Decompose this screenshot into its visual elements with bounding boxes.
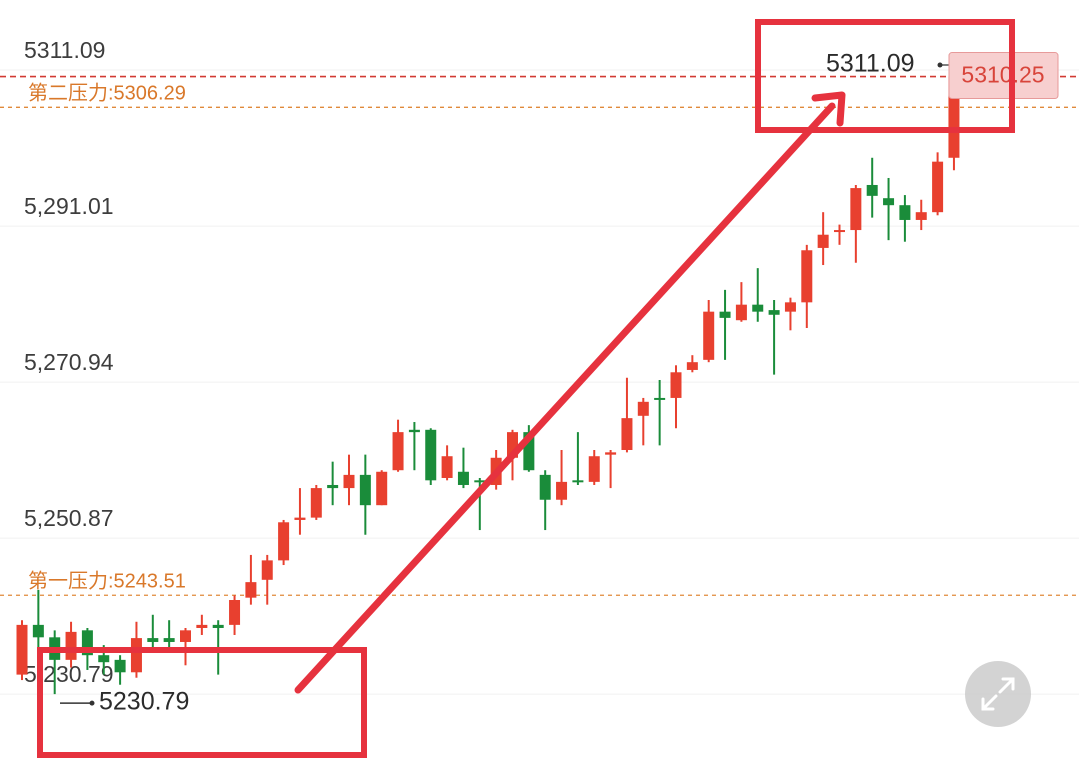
candle-body [654, 397, 666, 400]
candle-body [114, 659, 126, 673]
low-marker-label: 5230.79 [99, 688, 189, 716]
candle-body [670, 372, 682, 398]
candle-body [621, 418, 633, 451]
price-tag [948, 52, 1059, 100]
annotation-arrow [294, 102, 836, 694]
candle-body [327, 484, 339, 489]
candle-body [719, 311, 731, 318]
candle-body [523, 432, 535, 471]
candle-body [98, 655, 110, 663]
candle-body [474, 480, 486, 483]
candle-body [441, 456, 453, 478]
annotation-arrow-head [811, 91, 846, 127]
candle-body [310, 488, 322, 518]
candle-body [212, 624, 224, 628]
candle-body [196, 624, 208, 628]
candle-body [376, 471, 388, 506]
candle-body [866, 184, 878, 196]
candle-body [915, 212, 927, 220]
annotation-box [755, 19, 1015, 133]
candle-body [359, 474, 371, 506]
candle-body [637, 401, 649, 416]
candle-body [294, 517, 306, 520]
price-tag-label: 5310.25 [961, 62, 1044, 88]
low-marker-dot [89, 700, 95, 706]
annotation-box [37, 647, 367, 758]
candle-body [556, 481, 568, 500]
candle-body [899, 205, 911, 220]
candle-body [425, 429, 437, 481]
candle-body [784, 302, 796, 312]
candle-body [883, 198, 895, 206]
candle-body [752, 304, 764, 312]
candle-body [180, 630, 191, 642]
candle-body [163, 638, 175, 642]
candle-body [817, 234, 829, 248]
expand-icon [981, 677, 1015, 711]
candle-body [686, 362, 698, 370]
candle-body [32, 624, 44, 638]
expand-button-bg [965, 661, 1031, 727]
candle-body [735, 304, 747, 321]
level-label: 第一压力:5243.51 [28, 570, 186, 593]
candle-body [768, 310, 780, 315]
candle-body [572, 480, 584, 483]
candle-body [147, 638, 159, 642]
y-tick-label: 5,250.87 [24, 505, 114, 531]
candle-body [392, 432, 404, 471]
candle-body [261, 560, 273, 580]
candle-body [245, 582, 257, 598]
candle-body [834, 230, 845, 233]
candle-body [229, 600, 241, 625]
candle-body [278, 522, 290, 561]
candle-body [801, 250, 813, 303]
candle-body [130, 638, 142, 673]
expand-button[interactable] [965, 661, 1031, 727]
candle-body [81, 630, 93, 656]
y-tick-label: 5,291.01 [24, 193, 114, 219]
candle-body [65, 631, 77, 660]
candle-body [343, 474, 355, 489]
candle-body [507, 432, 518, 458]
candle-body [932, 161, 944, 213]
candle-body [457, 471, 469, 485]
candle-body [850, 188, 862, 231]
high-marker-dot [937, 62, 943, 68]
high-marker-label: 5311.09 [826, 50, 915, 78]
candle-body [408, 429, 420, 433]
candle-body [588, 456, 600, 482]
candle-body [539, 474, 551, 500]
y-tick-label: 5,270.94 [24, 349, 114, 375]
y-tick-label: 5311.09 [24, 37, 105, 63]
level-label: 第二压力:5306.29 [28, 82, 186, 105]
candle-body [948, 76, 960, 158]
candle-body [16, 624, 28, 675]
candle-body [703, 311, 715, 360]
candle-body [605, 452, 617, 455]
